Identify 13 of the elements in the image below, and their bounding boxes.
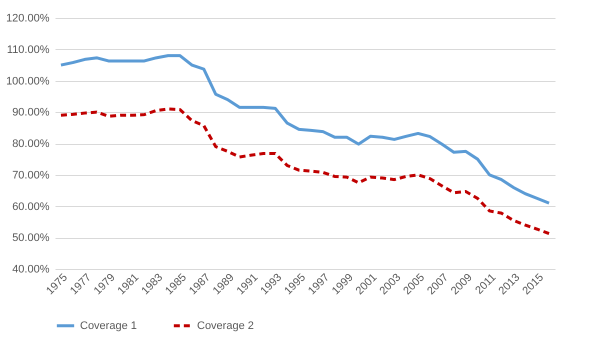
y-tick-label: 70.00%	[12, 169, 50, 182]
legend-label: Coverage 1	[80, 320, 137, 332]
y-tick-label: 90.00%	[12, 106, 50, 119]
y-tick-label: 100.00%	[6, 75, 50, 88]
y-tick-label: 110.00%	[6, 44, 50, 56]
line-series	[59, 54, 551, 205]
y-tick-label: 60.00%	[12, 200, 50, 213]
y-tick-label: 40.00%	[12, 264, 50, 276]
y-tick-label: 80.00%	[12, 138, 50, 150]
legend-label: Coverage 2	[197, 320, 254, 332]
y-tick-label: 120.00%	[6, 12, 50, 24]
line-series	[59, 107, 551, 236]
y-tick-label: 50.00%	[12, 232, 50, 244]
